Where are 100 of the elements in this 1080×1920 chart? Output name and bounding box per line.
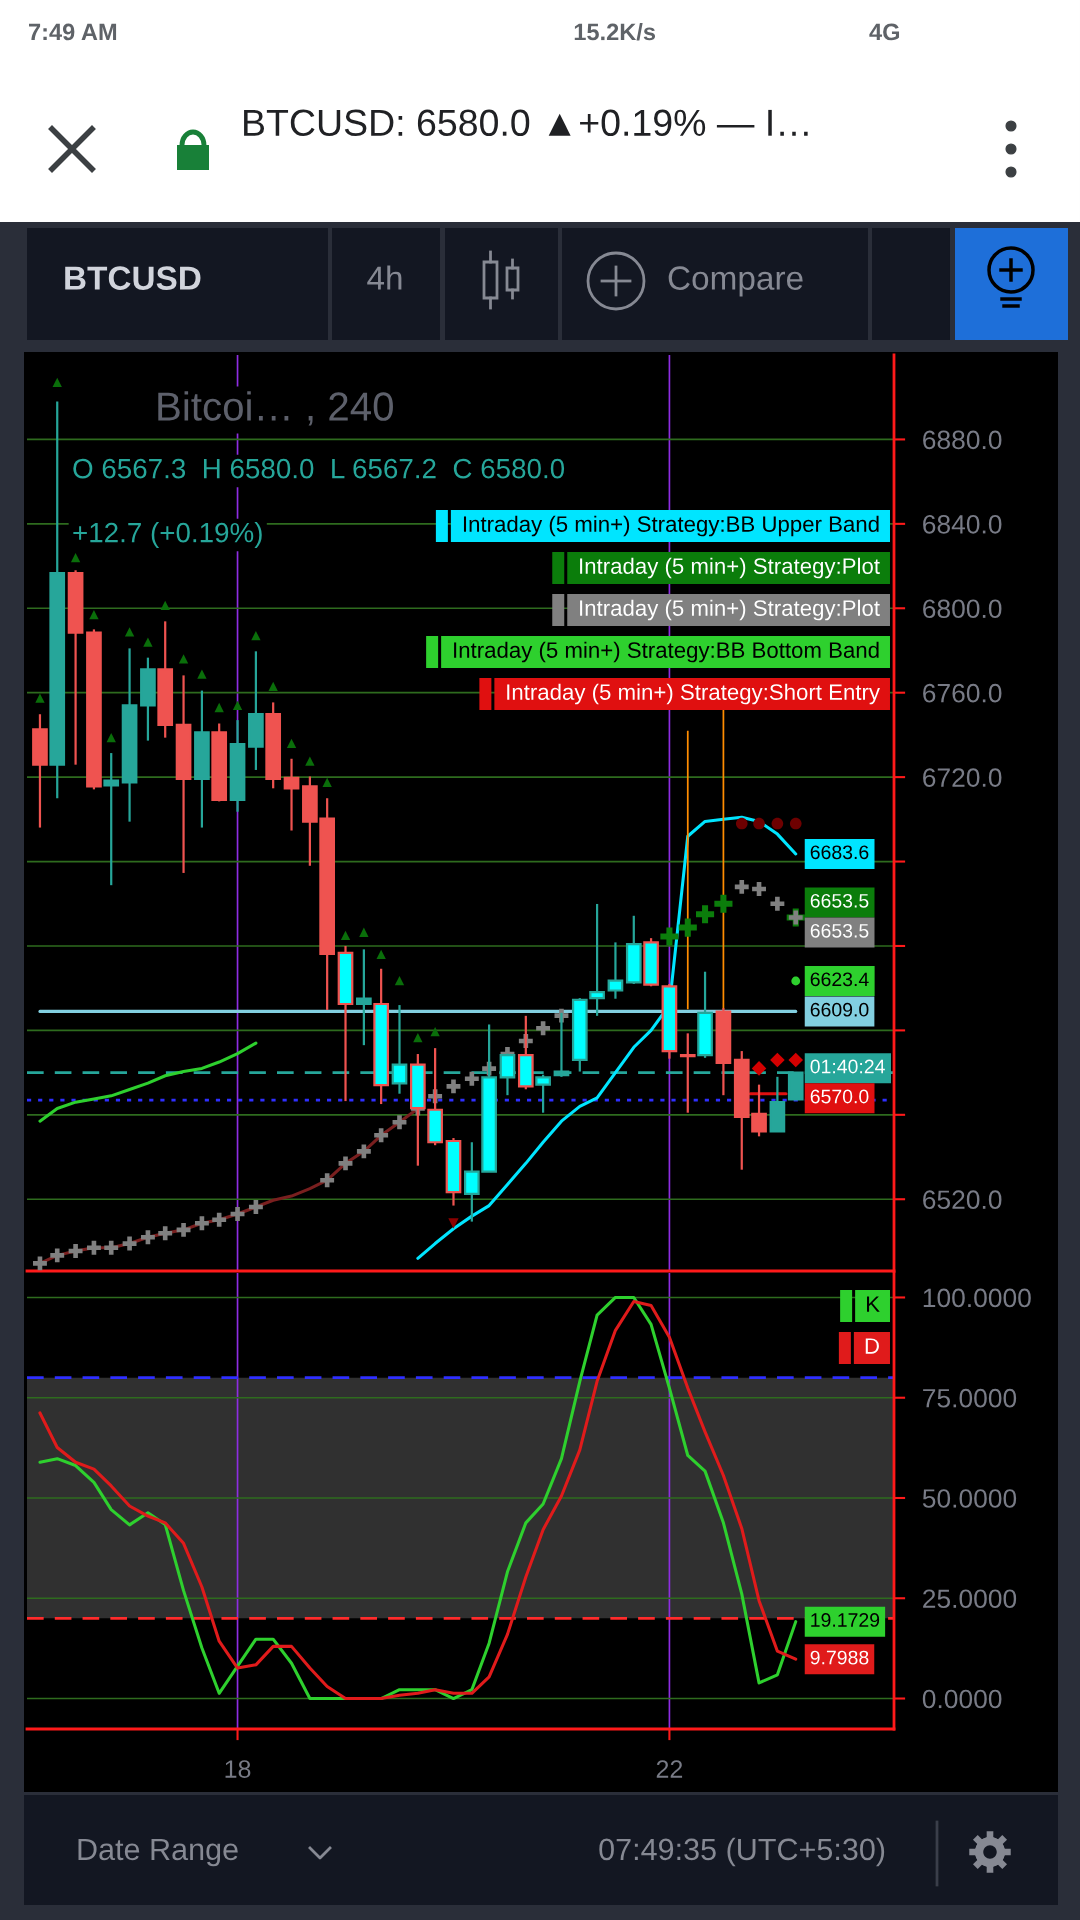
point (392, 1115, 407, 1130)
annotation: 01:40:24 (810, 1059, 885, 1074)
point (89, 609, 99, 620)
point (33, 1256, 47, 1271)
point (140, 1230, 155, 1245)
point (788, 1052, 804, 1068)
legend-label: Intraday (5 min+) Strategy:BB Upper Band (463, 515, 879, 537)
point (143, 637, 153, 647)
point (356, 1144, 371, 1159)
y-tick-label: 25.0000 (923, 1589, 1017, 1609)
point (176, 1222, 191, 1237)
y-tick-label: 6520.0 (923, 1190, 1002, 1210)
y-tick-label: 6760.0 (923, 683, 1002, 703)
text: 15.2K/s (574, 23, 656, 41)
text: O 6567.3 H 6580.0 L 6567.2 C 6580.0 (73, 458, 565, 479)
text: Compare (668, 266, 803, 297)
point (678, 918, 697, 937)
point (197, 669, 207, 679)
candlestick (283, 757, 300, 832)
point (178, 654, 189, 664)
text: 4G (869, 23, 900, 41)
point (696, 905, 715, 924)
data-label: 6623.4 (810, 972, 869, 987)
point (770, 896, 785, 911)
point (660, 927, 679, 946)
point (448, 1218, 459, 1229)
point (413, 1032, 423, 1043)
point (232, 700, 243, 711)
point (446, 1079, 461, 1094)
point (340, 930, 351, 941)
data-label: 6609.0 (810, 1002, 869, 1017)
text: BTCUSD (65, 266, 201, 290)
point (212, 1212, 227, 1227)
text: Bitcoi… , 240 (158, 391, 393, 426)
legend-label: D (865, 1338, 879, 1354)
y-tick-label: 6840.0 (923, 514, 1002, 534)
point (464, 1071, 479, 1086)
text: BTCUSD: 6580.0 ▲+0.19% — I… (244, 109, 808, 137)
point (376, 949, 386, 960)
y-tick-label: 75.0000 (923, 1388, 1017, 1408)
line-series (416, 815, 798, 1260)
point (122, 1236, 137, 1251)
point (359, 927, 369, 937)
point (322, 777, 332, 788)
y-tick-label: 6720.0 (923, 768, 1002, 787)
legend-label: Intraday (5 min+) Strategy:Plot (580, 557, 880, 579)
point (35, 693, 45, 703)
point (68, 1244, 83, 1258)
point (268, 681, 278, 692)
y-tick-label: 100.0000 (923, 1288, 1031, 1308)
candlestick (356, 948, 372, 1047)
point (124, 627, 135, 637)
point (734, 879, 749, 894)
text: 7:49 AM (29, 23, 117, 41)
data-label: 6653.5 (810, 923, 869, 938)
data-label: 9.7988 (810, 1650, 869, 1665)
point (789, 817, 802, 830)
point (286, 738, 297, 749)
point (50, 1248, 65, 1263)
point (338, 1156, 353, 1171)
legend-label: Intraday (5 min+) Strategy:Plot (580, 599, 880, 621)
point (158, 1226, 173, 1241)
legend-label: Intraday (5 min+) Strategy:BB Bottom Band (454, 641, 879, 663)
point (771, 817, 784, 830)
point (430, 1027, 440, 1037)
text: Date Range (78, 1838, 238, 1867)
point (248, 1200, 263, 1214)
point (536, 1021, 551, 1036)
point (104, 1240, 119, 1255)
point (305, 756, 315, 766)
point (160, 600, 170, 610)
point (106, 732, 116, 743)
data-label: 6683.6 (810, 845, 869, 860)
point (87, 1240, 101, 1255)
y-tick-label: 6800.0 (923, 599, 1002, 619)
data-label: 6653.5 (810, 893, 869, 908)
point (751, 1061, 767, 1076)
point (770, 1052, 785, 1068)
point (735, 817, 748, 830)
point (52, 377, 62, 388)
x-tick-label: 18 (225, 1760, 251, 1778)
data-label: 6570.0 (810, 1089, 869, 1104)
point (214, 702, 224, 713)
candlestick (103, 751, 120, 887)
legend-label: Intraday (5 min+) Strategy:Short Entry (507, 683, 880, 705)
candlestick (679, 1032, 696, 1114)
point (374, 1128, 389, 1143)
point (753, 817, 765, 830)
y-tick-label: 6880.0 (923, 430, 1002, 450)
x-tick-label: 22 (656, 1760, 683, 1778)
candlestick (607, 941, 624, 1000)
point (394, 975, 405, 986)
point (230, 1207, 245, 1221)
candlestick (589, 902, 605, 1017)
point (194, 1216, 209, 1231)
legend-label: K (867, 1296, 880, 1312)
point (714, 894, 733, 913)
point (70, 552, 81, 563)
point (251, 631, 261, 641)
text: 4h (367, 265, 402, 290)
